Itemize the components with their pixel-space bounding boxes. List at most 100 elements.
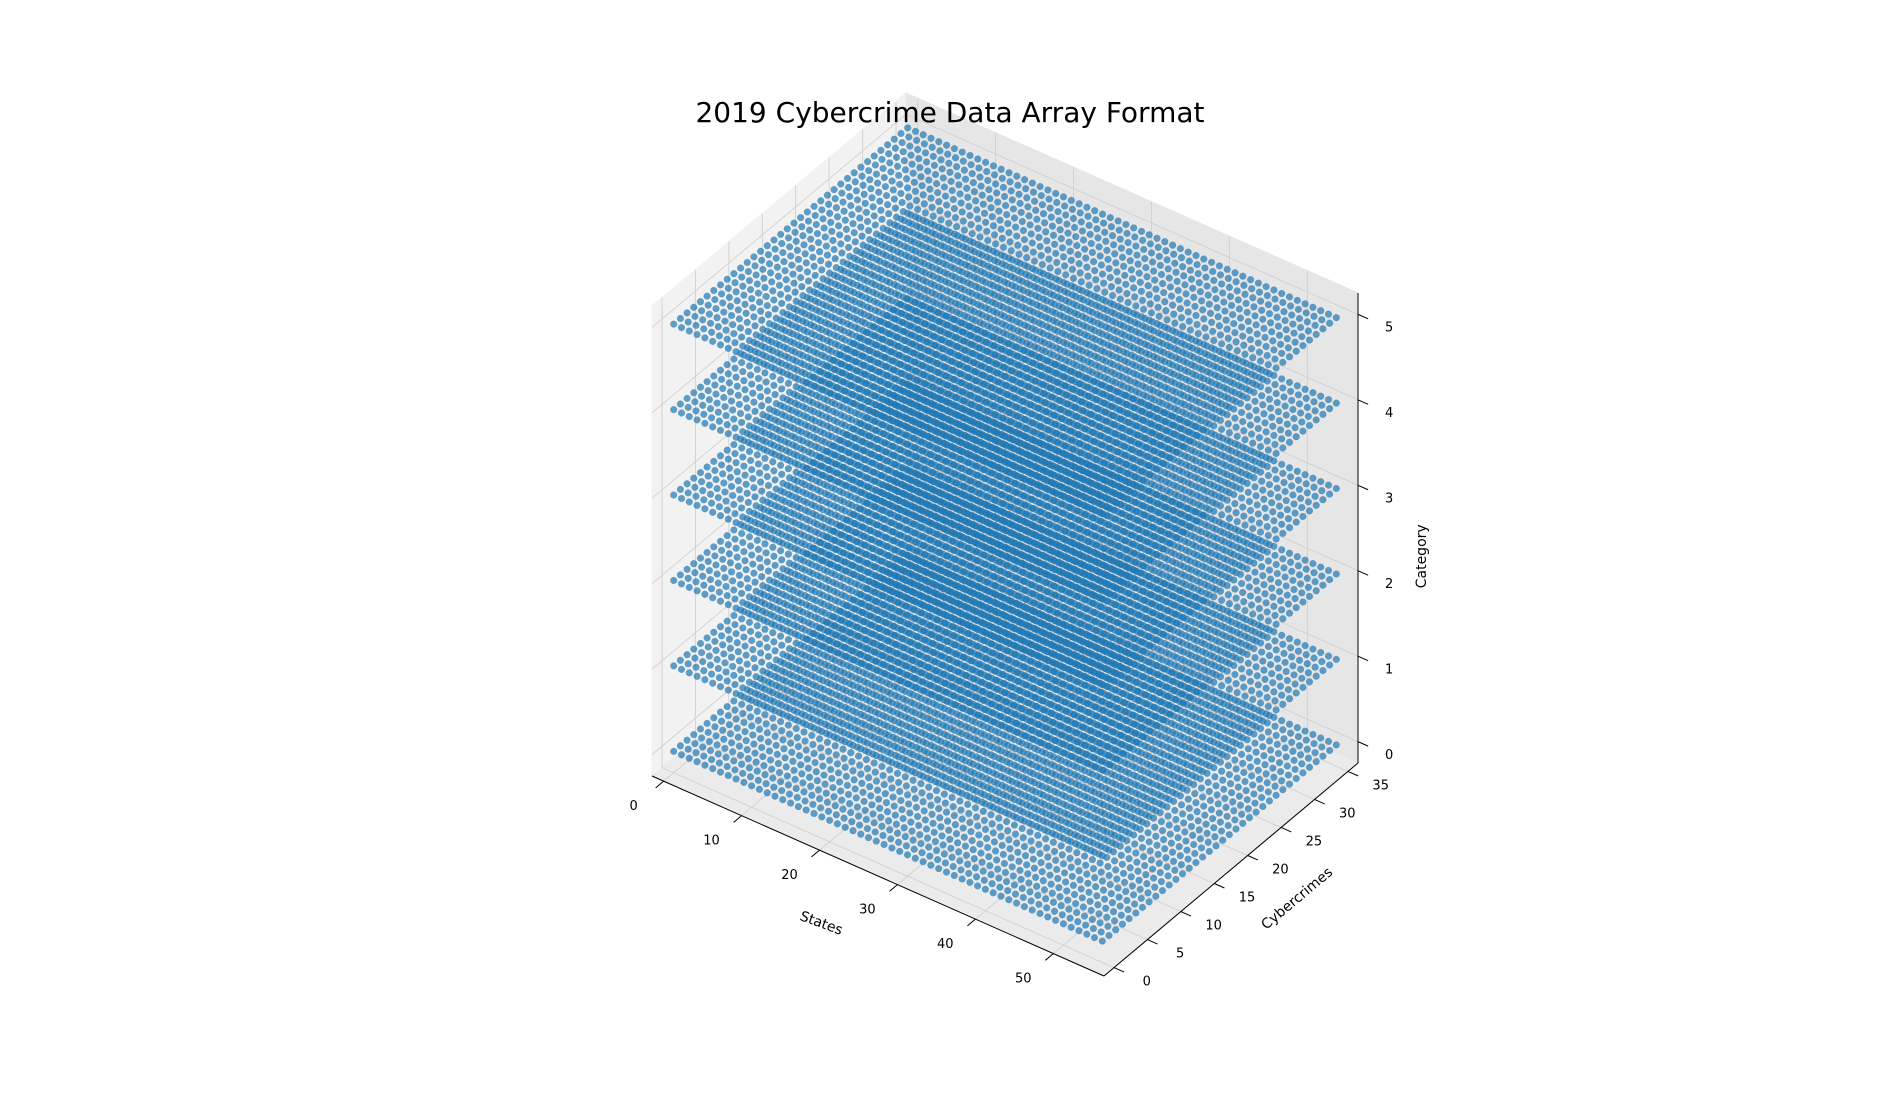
data-point xyxy=(776,717,785,726)
data-point xyxy=(987,811,995,819)
data-point xyxy=(1053,865,1061,874)
data-point xyxy=(1133,773,1141,781)
data-point xyxy=(1206,625,1215,634)
data-point xyxy=(989,743,997,752)
data-point xyxy=(1290,756,1298,765)
data-point xyxy=(696,725,705,733)
data-point xyxy=(1217,767,1226,775)
data-point xyxy=(1028,820,1036,829)
data-point xyxy=(1005,750,1013,758)
data-point xyxy=(1233,688,1241,697)
data-point xyxy=(1110,857,1119,865)
data-point xyxy=(817,804,825,812)
data-point xyxy=(1224,761,1232,770)
data-point xyxy=(840,754,848,762)
data-point xyxy=(1144,803,1152,811)
data-point xyxy=(1185,804,1193,812)
data-point xyxy=(1076,790,1084,799)
data-point xyxy=(1117,766,1125,774)
data-point xyxy=(872,777,881,785)
data-point xyxy=(814,700,823,708)
data-point xyxy=(1180,819,1188,827)
data-point xyxy=(684,745,692,753)
data-point xyxy=(1038,868,1046,876)
data-point xyxy=(1069,796,1078,804)
data-point xyxy=(1219,776,1227,784)
data-point xyxy=(1197,844,1206,852)
data-point xyxy=(1208,814,1217,823)
data-point xyxy=(762,780,770,788)
data-point xyxy=(940,790,948,798)
data-point xyxy=(945,741,953,749)
data-point xyxy=(853,803,862,811)
data-point xyxy=(916,830,924,839)
data-point xyxy=(1310,654,1318,662)
data-point xyxy=(813,777,821,785)
data-point xyxy=(761,625,769,633)
data-point xyxy=(1157,792,1166,800)
data-point xyxy=(1071,814,1080,822)
data-point xyxy=(1203,744,1211,752)
data-point xyxy=(1158,827,1167,835)
data-point xyxy=(1098,851,1106,860)
data-point xyxy=(912,718,921,726)
data-point xyxy=(1197,698,1206,707)
data-point xyxy=(915,736,923,744)
data-point xyxy=(946,835,954,843)
data-point xyxy=(1237,750,1246,759)
data-point xyxy=(704,728,712,737)
data-point xyxy=(1214,629,1222,637)
data-point xyxy=(1296,580,1305,588)
data-point xyxy=(1044,827,1052,836)
data-point xyxy=(896,847,904,856)
data-point xyxy=(1272,620,1280,629)
data-point xyxy=(1147,770,1156,779)
data-point xyxy=(778,641,786,649)
data-point xyxy=(1291,680,1299,688)
data-point xyxy=(1239,648,1247,657)
data-point xyxy=(693,758,701,766)
data-point xyxy=(1073,763,1081,771)
data-point xyxy=(968,836,976,845)
data-point xyxy=(829,783,837,792)
data-point xyxy=(729,748,737,756)
data-point xyxy=(784,781,793,789)
data-point xyxy=(832,725,840,733)
data-point xyxy=(840,729,848,737)
data-point xyxy=(1027,811,1035,820)
data-point xyxy=(855,821,864,829)
data-point xyxy=(1325,661,1334,669)
data-point xyxy=(1000,859,1009,868)
data-point xyxy=(979,867,987,875)
data-point xyxy=(751,664,759,672)
data-point xyxy=(769,714,777,722)
data-point xyxy=(730,671,738,680)
data-point xyxy=(1173,824,1181,833)
data-point xyxy=(1090,848,1099,856)
data-point xyxy=(901,687,909,696)
data-point xyxy=(1193,808,1201,816)
data-point xyxy=(1214,800,1222,808)
data-point xyxy=(845,714,854,722)
data-point xyxy=(1217,682,1226,690)
data-point xyxy=(1210,738,1218,746)
data-point xyxy=(989,829,997,837)
data-point xyxy=(1274,578,1283,587)
data-point xyxy=(1040,886,1049,894)
data-point xyxy=(1009,786,1017,795)
data-point xyxy=(1153,756,1161,764)
data-point xyxy=(763,729,771,737)
data-point xyxy=(1227,703,1236,711)
data-point xyxy=(1237,810,1246,818)
data-point xyxy=(1262,770,1270,778)
data-point xyxy=(1197,758,1206,767)
data-point xyxy=(1222,718,1230,726)
data-point xyxy=(1116,817,1124,825)
data-point xyxy=(1271,722,1279,730)
data-point xyxy=(790,766,798,775)
data-point xyxy=(910,845,918,853)
data-point xyxy=(1177,801,1186,809)
data-point xyxy=(710,628,718,636)
data-point xyxy=(1148,779,1157,788)
data-point xyxy=(1258,562,1266,571)
